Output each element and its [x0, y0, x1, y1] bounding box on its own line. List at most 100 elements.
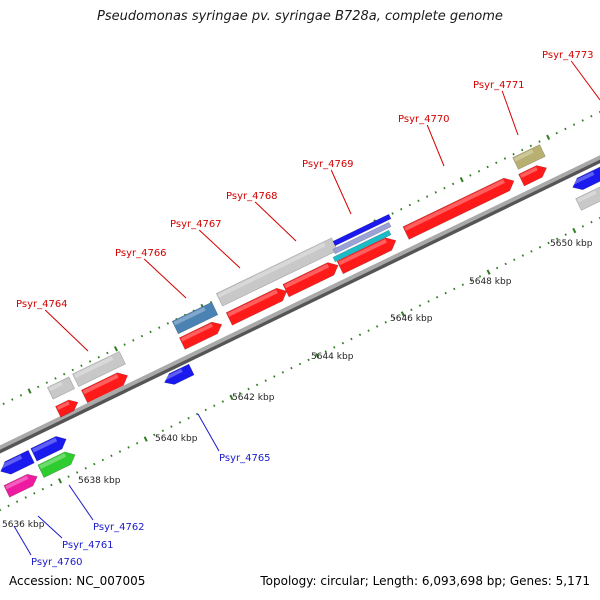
inner-tick-mark: [453, 287, 456, 291]
inner-tick-mark: [470, 279, 473, 282]
inner-tick-mark: [513, 258, 516, 261]
inner-tick-mark: [555, 237, 559, 241]
gene-highlight: [82, 374, 119, 395]
gene-label[interactable]: Psyr_4762: [93, 522, 145, 533]
outer-tick-mark: [114, 346, 118, 352]
gene-body: [518, 165, 548, 187]
inner-tick-mark: [581, 225, 585, 228]
gene-leader-line: [426, 124, 445, 167]
inner-tick-mark: [461, 283, 465, 286]
outer-tick-mark: [581, 119, 584, 122]
gene-label[interactable]: Psyr_4771: [473, 80, 525, 91]
gene-arrow: [402, 177, 515, 240]
inner-tick-mark: [521, 254, 525, 257]
gene-label[interactable]: Psyr_4761: [62, 540, 114, 551]
gene-body: [332, 229, 392, 263]
gene-highlight: [514, 149, 534, 162]
gene-body: [55, 399, 79, 418]
gene-leader-line: [501, 90, 519, 136]
gene-label[interactable]: Psyr_4764: [16, 299, 68, 310]
outer-tick-mark: [62, 372, 66, 376]
inner-tick-mark: [298, 362, 302, 366]
gene-highlight: [338, 239, 387, 266]
inner-tick-mark: [247, 387, 250, 391]
inner-tick-mark: [341, 341, 345, 345]
inner-tick-ring: [0, 216, 600, 512]
inner-tick-mark: [204, 408, 207, 412]
inner-tick-mark: [393, 316, 396, 320]
gene-label[interactable]: Psyr_4768: [226, 191, 278, 202]
gene-leader-line: [13, 525, 32, 556]
outer-tick-mark: [564, 127, 567, 131]
gene-label[interactable]: Psyr_4767: [170, 219, 222, 230]
inner-tick-mark: [350, 337, 353, 341]
gene-label[interactable]: Psyr_4769: [302, 159, 354, 170]
inner-tick-mark: [281, 371, 285, 374]
gene-highlight: [404, 179, 506, 231]
inner-tick-mark: [135, 442, 139, 445]
outer-tick-mark: [486, 165, 489, 169]
gene-leader-line: [143, 258, 187, 299]
inner-tick-mark: [101, 458, 105, 462]
outer-tick-mark: [27, 388, 32, 394]
gene-label[interactable]: Psyr_4760: [31, 557, 83, 568]
inner-tick-mark: [229, 394, 234, 401]
map-title: Pseudomonas syringae pv. syringae B728a,…: [97, 9, 503, 24]
outer-tick-mark: [149, 330, 152, 334]
gene-body: [225, 287, 288, 326]
inner-tick-mark: [127, 446, 130, 449]
gene-arrow: [80, 372, 129, 404]
gene-arrow: [0, 449, 35, 475]
outer-tick-mark: [140, 334, 144, 338]
inner-tick-mark: [143, 436, 148, 442]
inner-tick-mark: [33, 492, 36, 495]
gene-leader-line: [68, 484, 94, 521]
gene-label[interactable]: Psyr_4773: [542, 50, 594, 61]
gene-arrow: [282, 262, 339, 298]
inner-tick-mark: [255, 383, 259, 387]
gene-arrow: [336, 237, 397, 275]
inner-tick-mark: [572, 227, 577, 234]
inner-tick-mark: [375, 325, 379, 328]
gene-arrow: [178, 321, 223, 350]
outer-tick-mark: [400, 208, 403, 211]
inner-tick-mark: [195, 412, 199, 416]
outer-tick-mark: [408, 203, 412, 207]
outer-tick-mark: [529, 144, 533, 148]
inner-tick-mark: [50, 483, 53, 487]
gene-label[interactable]: Psyr_4770: [398, 114, 450, 125]
gene-arrow: [512, 144, 546, 170]
outer-tick-mark: [477, 169, 481, 173]
gene-leader-line: [330, 169, 352, 215]
gene-arrow: [332, 213, 392, 247]
genome-backbone: [0, 155, 600, 454]
gene-label[interactable]: Psyr_4765: [219, 453, 271, 464]
gene-leader-line: [254, 201, 297, 242]
gene-body: [332, 213, 392, 247]
backbone-line: [0, 155, 600, 450]
gene-arrow: [575, 185, 600, 211]
gene-body: [178, 321, 223, 350]
inner-tick-mark: [290, 366, 293, 370]
inner-tick-mark: [495, 266, 499, 270]
gene-arrow: [571, 166, 600, 191]
gene-arrow: [225, 287, 288, 326]
outer-tick-mark: [80, 364, 83, 367]
gene-label[interactable]: Psyr_4766: [115, 248, 167, 259]
gene-highlight: [32, 437, 58, 453]
tick-label: 5650 kbp: [550, 239, 593, 249]
gene-body: [46, 376, 76, 400]
outer-tick-mark: [97, 356, 100, 359]
gene-arrow: [332, 229, 392, 263]
gene-arrow: [30, 436, 67, 462]
gene-body: [72, 350, 126, 388]
inner-tick-mark: [547, 241, 550, 245]
gene-highlight: [0, 455, 23, 470]
inner-tick-mark: [307, 358, 310, 362]
gene-highlight: [571, 171, 595, 186]
inner-tick-mark: [41, 487, 45, 491]
inner-tick-mark: [75, 471, 79, 474]
outer-tick-mark: [555, 131, 558, 135]
inner-tick-mark: [84, 467, 87, 470]
